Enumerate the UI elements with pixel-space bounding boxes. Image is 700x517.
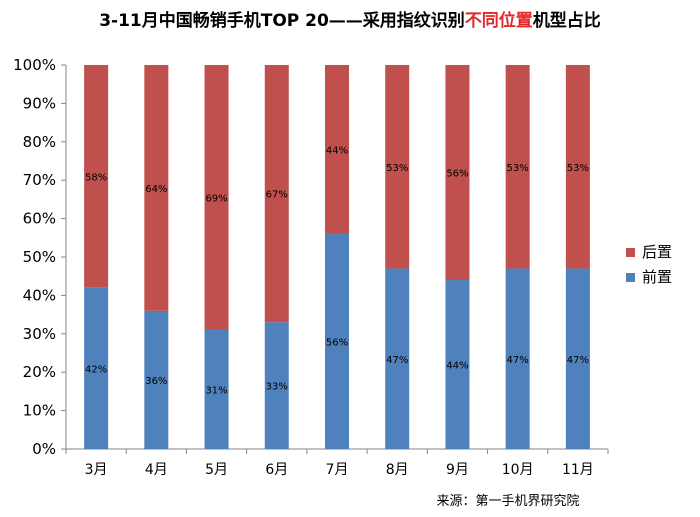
bar-segment-rear bbox=[505, 65, 530, 269]
data-label: 47% bbox=[507, 355, 529, 366]
bar-segment-rear bbox=[565, 65, 590, 269]
data-label: 31% bbox=[205, 385, 227, 396]
x-tick-label: 11月 bbox=[562, 462, 594, 478]
y-axis: 0% 10% 20% 30% 40% 50% 60% 70% 80% 90% 100% bbox=[13, 56, 67, 458]
data-label: 64% bbox=[145, 184, 167, 195]
title-part-0: 3-11月中国畅销手机TOP 20——采用指纹识别 bbox=[99, 10, 465, 31]
chart-title: 3-11月中国畅销手机TOP 20——采用指纹识别不同位置机型占比 bbox=[99, 10, 601, 31]
bar-segment-rear bbox=[204, 65, 229, 330]
legend-swatch bbox=[626, 248, 635, 257]
bar-segment-rear bbox=[325, 65, 349, 234]
x-tick-label: 5月 bbox=[205, 462, 228, 478]
title-part-2: 机型占比 bbox=[533, 10, 601, 31]
x-tick-label: 6月 bbox=[265, 462, 288, 478]
bar-segment-front bbox=[385, 268, 410, 449]
bar-segment-front bbox=[264, 322, 289, 449]
bar-segment-front bbox=[204, 329, 229, 449]
y-tick-label: 90% bbox=[23, 94, 56, 112]
x-tick-label: 4月 bbox=[145, 462, 168, 478]
data-label: 53% bbox=[507, 163, 529, 174]
y-tick-label: 30% bbox=[23, 325, 56, 343]
bar-segment-front bbox=[144, 310, 169, 449]
bar-segment-rear bbox=[445, 65, 470, 281]
data-label: 69% bbox=[205, 193, 227, 204]
bar-segment-rear bbox=[264, 65, 289, 323]
y-tick-label: 70% bbox=[23, 171, 56, 189]
bar-segment-rear bbox=[84, 65, 109, 288]
legend-label: 前置 bbox=[642, 268, 672, 286]
x-tick-label: 8月 bbox=[386, 462, 409, 478]
data-label: 44% bbox=[326, 145, 348, 156]
bar-segment-front bbox=[565, 268, 590, 449]
bar-segment-rear bbox=[385, 65, 410, 269]
x-tick-label: 7月 bbox=[326, 462, 349, 478]
bar-segment-front bbox=[84, 287, 109, 449]
source-note: 来源：第一手机界研究院 bbox=[436, 494, 579, 509]
legend-label: 后置 bbox=[642, 243, 672, 261]
x-tick-label: 10月 bbox=[502, 462, 534, 478]
data-label: 47% bbox=[567, 355, 589, 366]
y-tick-label: 10% bbox=[23, 402, 56, 420]
bars: 42% 58% 36% 64% 31% 69% 33% 67% 56% 44% 47% 53% 44% 5… bbox=[84, 65, 590, 449]
bar-segment-rear bbox=[144, 65, 169, 311]
data-label: 42% bbox=[85, 364, 107, 375]
data-label: 58% bbox=[85, 172, 107, 183]
title-part-1: 不同位置 bbox=[465, 10, 533, 31]
bar-segment-front bbox=[505, 268, 530, 449]
data-label: 47% bbox=[386, 355, 408, 366]
x-tick-label: 9月 bbox=[446, 462, 469, 478]
y-tick-label: 50% bbox=[23, 248, 56, 266]
data-label: 33% bbox=[266, 382, 288, 393]
x-tick-label: 3月 bbox=[85, 462, 108, 478]
data-label: 53% bbox=[386, 163, 408, 174]
y-tick-label: 40% bbox=[23, 286, 56, 304]
y-tick-label: 0% bbox=[32, 440, 56, 458]
data-label: 36% bbox=[145, 376, 167, 387]
y-tick-label: 20% bbox=[23, 363, 56, 381]
data-label: 53% bbox=[567, 163, 589, 174]
data-label: 67% bbox=[266, 190, 288, 201]
bar-segment-front bbox=[325, 233, 349, 449]
bar-segment-front bbox=[445, 280, 470, 449]
data-label: 56% bbox=[446, 169, 468, 180]
data-label: 56% bbox=[326, 337, 348, 348]
y-tick-label: 100% bbox=[13, 56, 56, 74]
y-tick-label: 80% bbox=[23, 133, 56, 151]
data-label: 44% bbox=[446, 361, 468, 372]
legend-swatch bbox=[626, 273, 635, 282]
x-axis: 3月 4月 5月 6月 7月 8月 9月 10月 11月 bbox=[65, 448, 609, 478]
y-tick-label: 60% bbox=[23, 210, 56, 228]
